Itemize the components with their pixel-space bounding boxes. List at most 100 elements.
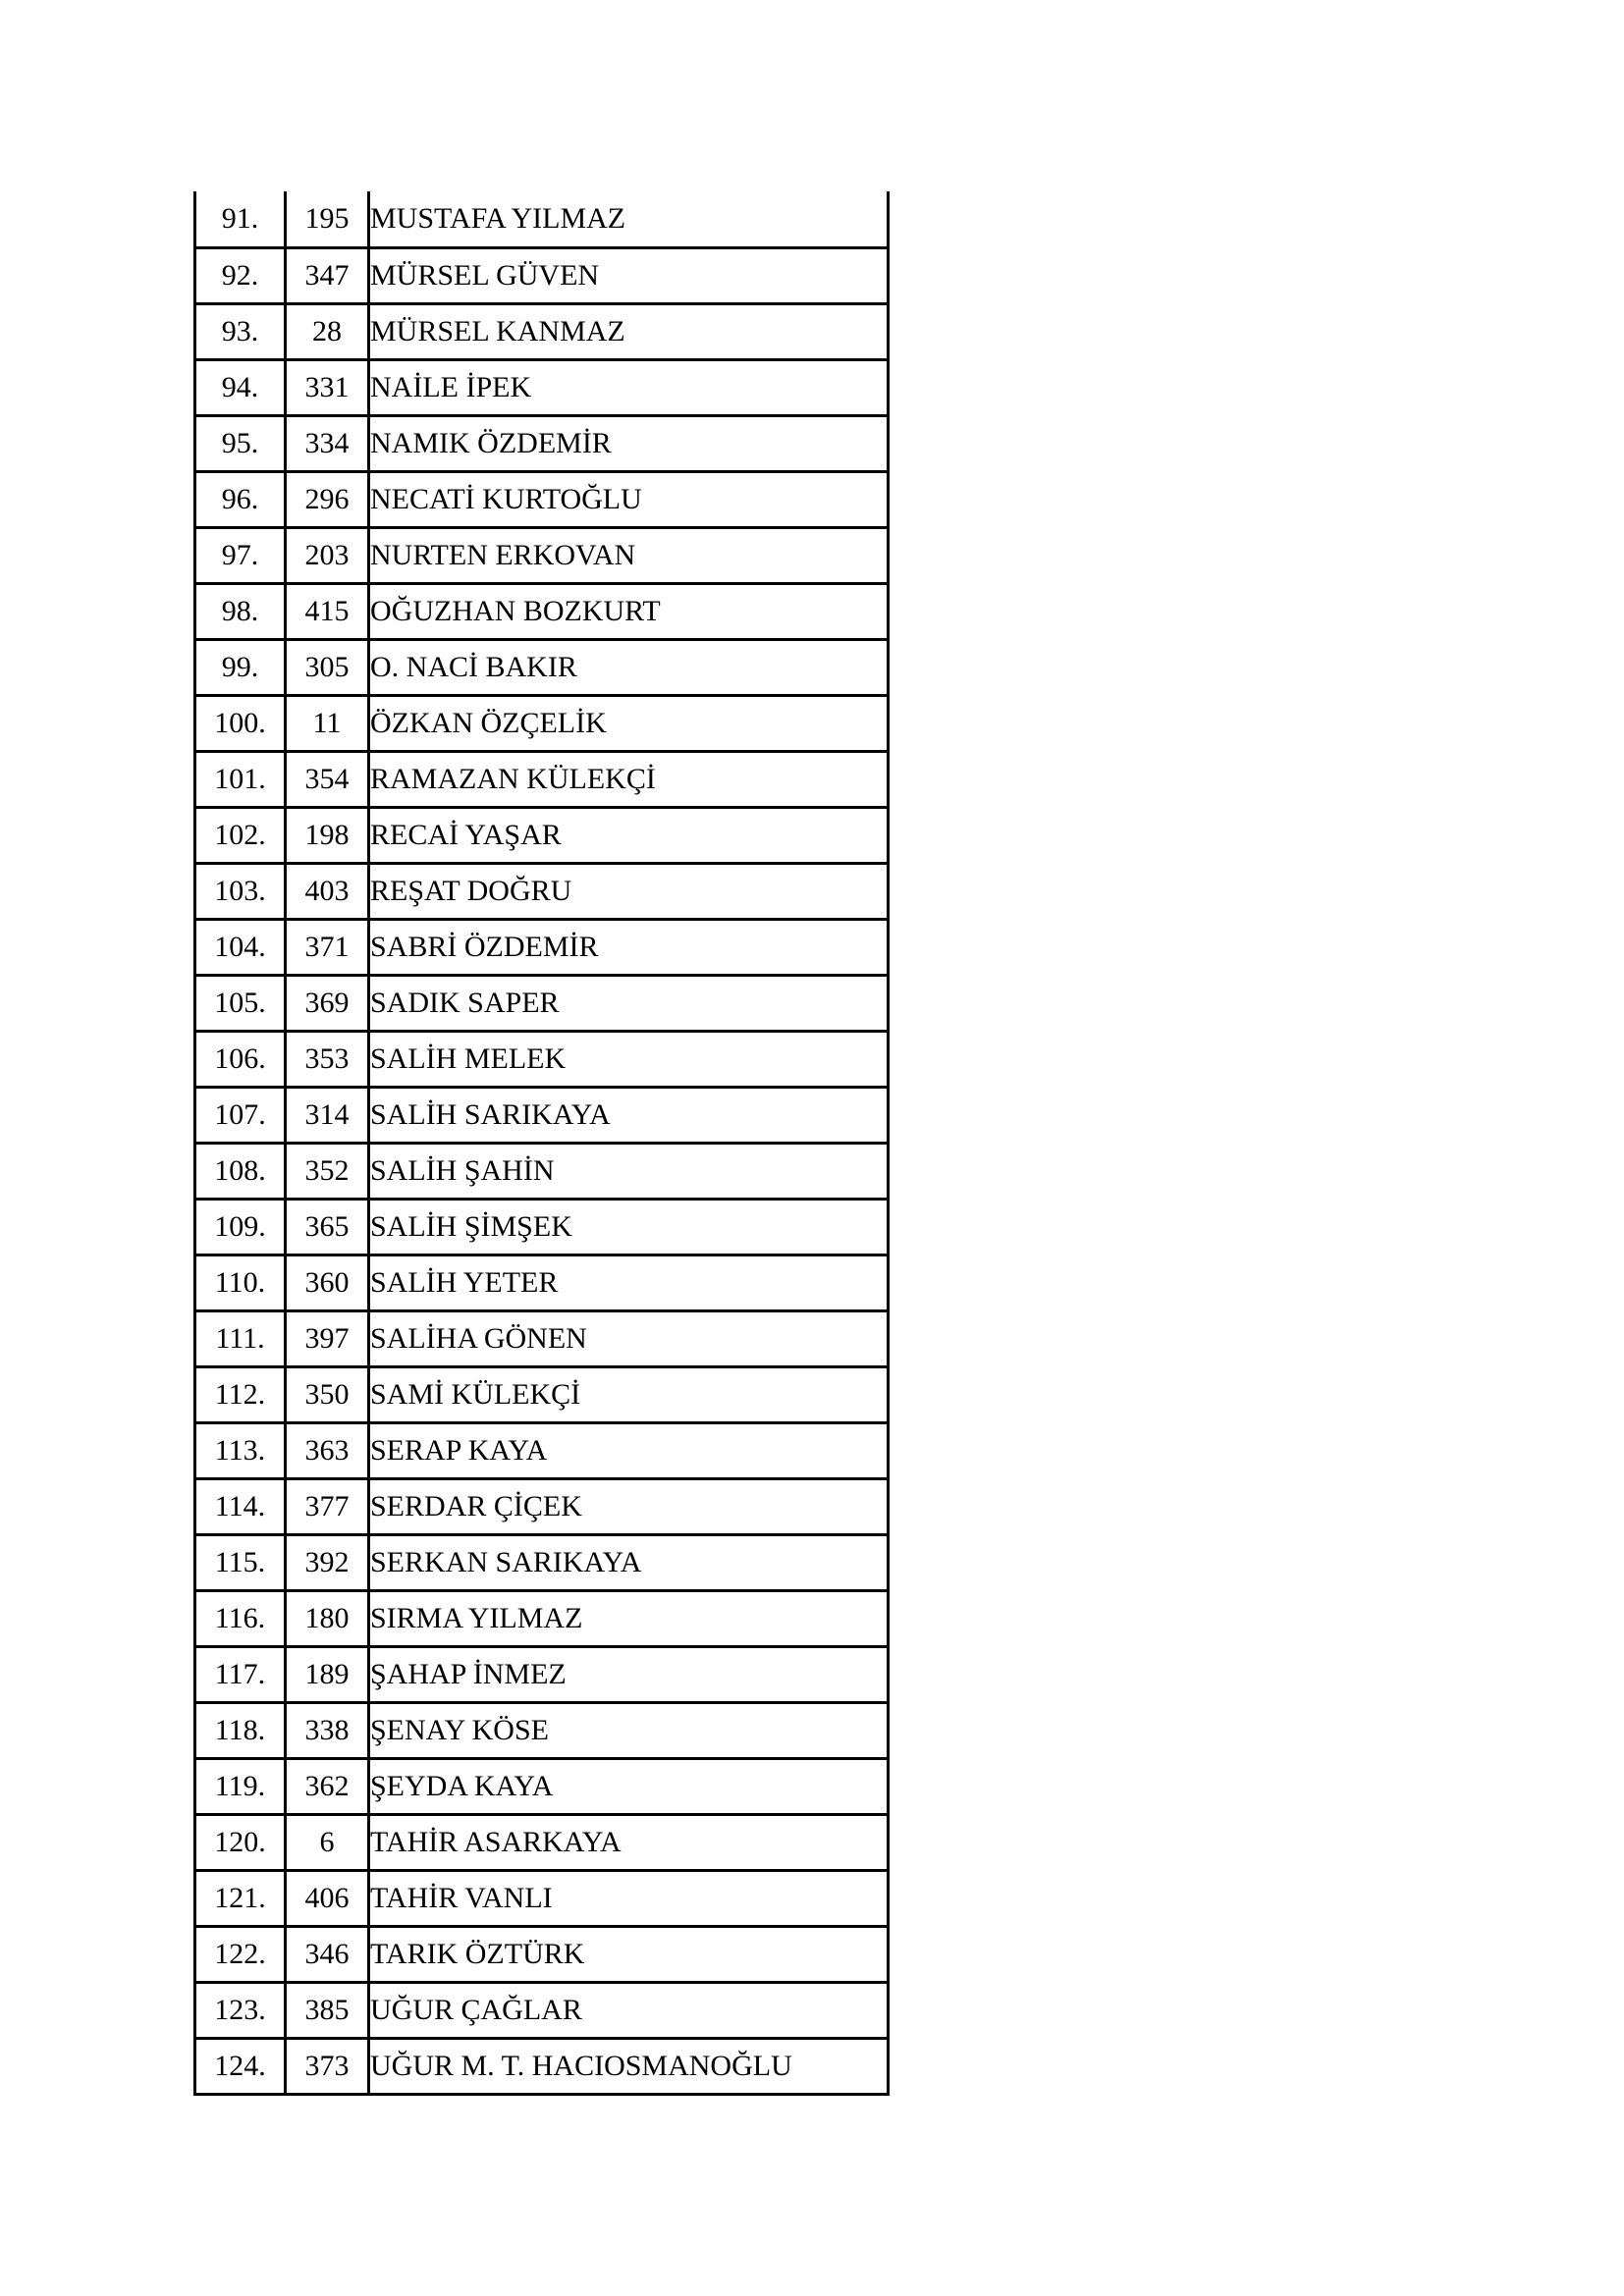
name-cell: OĞUZHAN BOZKURT	[367, 581, 890, 641]
table-row: 119. 362 ŞEYDA KAYA	[193, 1756, 890, 1816]
name-cell: NAİLE İPEK	[367, 357, 890, 417]
number-cell: 28	[284, 301, 370, 361]
name-cell: NAMIK ÖZDEMİR	[367, 413, 890, 473]
name-cell: SALİH ŞİMŞEK	[367, 1197, 890, 1256]
number-cell: 203	[284, 525, 370, 585]
table-row: 106. 353 SALİH MELEK	[193, 1029, 890, 1089]
rank-cell: 120.	[193, 1812, 287, 1872]
number-cell: 352	[284, 1141, 370, 1201]
table-row: 124. 373 UĞUR M. T. HACIOSMANOĞLU	[193, 2036, 890, 2096]
rank-cell: 114.	[193, 1476, 287, 1536]
table-row: 123. 385 UĞUR ÇAĞLAR	[193, 1980, 890, 2040]
number-cell: 365	[284, 1197, 370, 1256]
rank-cell: 105.	[193, 973, 287, 1033]
table-row: 109. 365 SALİH ŞİMŞEK	[193, 1197, 890, 1256]
table-row: 114. 377 SERDAR ÇİÇEK	[193, 1476, 890, 1536]
table-row: 110. 360 SALİH YETER	[193, 1253, 890, 1312]
table-row: 120. 6 TAHİR ASARKAYA	[193, 1812, 890, 1872]
number-cell: 305	[284, 637, 370, 697]
number-cell: 195	[284, 191, 370, 249]
name-cell: O. NACİ BAKIR	[367, 637, 890, 697]
number-cell: 6	[284, 1812, 370, 1872]
rank-cell: 99.	[193, 637, 287, 697]
rank-cell: 107.	[193, 1085, 287, 1145]
name-cell: SERDAR ÇİÇEK	[367, 1476, 890, 1536]
rank-cell: 95.	[193, 413, 287, 473]
table-row: 93. 28 MÜRSEL KANMAZ	[193, 301, 890, 361]
name-cell: ÖZKAN ÖZÇELİK	[367, 693, 890, 753]
table-row: 101. 354 RAMAZAN KÜLEKÇİ	[193, 749, 890, 809]
number-cell: 392	[284, 1532, 370, 1592]
rank-cell: 104.	[193, 917, 287, 977]
rank-cell: 92.	[193, 245, 287, 305]
rank-cell: 102.	[193, 805, 287, 865]
name-cell: SADIK SAPER	[367, 973, 890, 1033]
rank-cell: 113.	[193, 1420, 287, 1480]
name-cell: UĞUR M. T. HACIOSMANOĞLU	[367, 2036, 890, 2096]
number-cell: 296	[284, 469, 370, 529]
number-cell: 198	[284, 805, 370, 865]
table-row: 111. 397 SALİHA GÖNEN	[193, 1308, 890, 1368]
roster-table-body: 91. 195 MUSTAFA YILMAZ 92. 347 MÜRSEL GÜVEN 93…	[193, 191, 890, 2096]
rank-cell: 123.	[193, 1980, 287, 2040]
name-cell: SALİH MELEK	[367, 1029, 890, 1089]
table-row: 97. 203 NURTEN ERKOVAN	[193, 525, 890, 585]
name-cell: NURTEN ERKOVAN	[367, 525, 890, 585]
name-cell: TARIK ÖZTÜRK	[367, 1924, 890, 1984]
number-cell: 347	[284, 245, 370, 305]
rank-cell: 108.	[193, 1141, 287, 1201]
name-cell: RECAİ YAŞAR	[367, 805, 890, 865]
table-row: 95. 334 NAMIK ÖZDEMİR	[193, 413, 890, 473]
rank-cell: 100.	[193, 693, 287, 753]
table-row: 117. 189 ŞAHAP İNMEZ	[193, 1644, 890, 1704]
name-cell: SAMİ KÜLEKÇİ	[367, 1364, 890, 1424]
table-row: 107. 314 SALİH SARIKAYA	[193, 1085, 890, 1145]
table-row: 96. 296 NECATİ KURTOĞLU	[193, 469, 890, 529]
number-cell: 377	[284, 1476, 370, 1536]
name-cell: RAMAZAN KÜLEKÇİ	[367, 749, 890, 809]
number-cell: 354	[284, 749, 370, 809]
roster-table: 91. 195 MUSTAFA YILMAZ 92. 347 MÜRSEL GÜVEN 93…	[193, 191, 890, 2096]
number-cell: 331	[284, 357, 370, 417]
rank-cell: 103.	[193, 861, 287, 921]
rank-cell: 111.	[193, 1308, 287, 1368]
name-cell: ŞEYDA KAYA	[367, 1756, 890, 1816]
number-cell: 11	[284, 693, 370, 753]
table-row: 102. 198 RECAİ YAŞAR	[193, 805, 890, 865]
name-cell: SIRMA YILMAZ	[367, 1588, 890, 1648]
rank-cell: 117.	[193, 1644, 287, 1704]
rank-cell: 93.	[193, 301, 287, 361]
number-cell: 350	[284, 1364, 370, 1424]
name-cell: NECATİ KURTOĞLU	[367, 469, 890, 529]
name-cell: UĞUR ÇAĞLAR	[367, 1980, 890, 2040]
rank-cell: 110.	[193, 1253, 287, 1312]
number-cell: 346	[284, 1924, 370, 1984]
rank-cell: 96.	[193, 469, 287, 529]
rank-cell: 116.	[193, 1588, 287, 1648]
rank-cell: 112.	[193, 1364, 287, 1424]
rank-cell: 121.	[193, 1868, 287, 1928]
number-cell: 371	[284, 917, 370, 977]
number-cell: 403	[284, 861, 370, 921]
rank-cell: 101.	[193, 749, 287, 809]
table-row: 104. 371 SABRİ ÖZDEMİR	[193, 917, 890, 977]
name-cell: ŞAHAP İNMEZ	[367, 1644, 890, 1704]
table-row: 112. 350 SAMİ KÜLEKÇİ	[193, 1364, 890, 1424]
number-cell: 353	[284, 1029, 370, 1089]
number-cell: 385	[284, 1980, 370, 2040]
table-row: 113. 363 SERAP KAYA	[193, 1420, 890, 1480]
table-row: 99. 305 O. NACİ BAKIR	[193, 637, 890, 697]
number-cell: 397	[284, 1308, 370, 1368]
rank-cell: 124.	[193, 2036, 287, 2096]
name-cell: REŞAT DOĞRU	[367, 861, 890, 921]
name-cell: MÜRSEL GÜVEN	[367, 245, 890, 305]
rank-cell: 109.	[193, 1197, 287, 1256]
number-cell: 415	[284, 581, 370, 641]
name-cell: SERKAN SARIKAYA	[367, 1532, 890, 1592]
table-row: 100. 11 ÖZKAN ÖZÇELİK	[193, 693, 890, 753]
name-cell: MÜRSEL KANMAZ	[367, 301, 890, 361]
name-cell: TAHİR VANLI	[367, 1868, 890, 1928]
table-row: 98. 415 OĞUZHAN BOZKURT	[193, 581, 890, 641]
name-cell: TAHİR ASARKAYA	[367, 1812, 890, 1872]
